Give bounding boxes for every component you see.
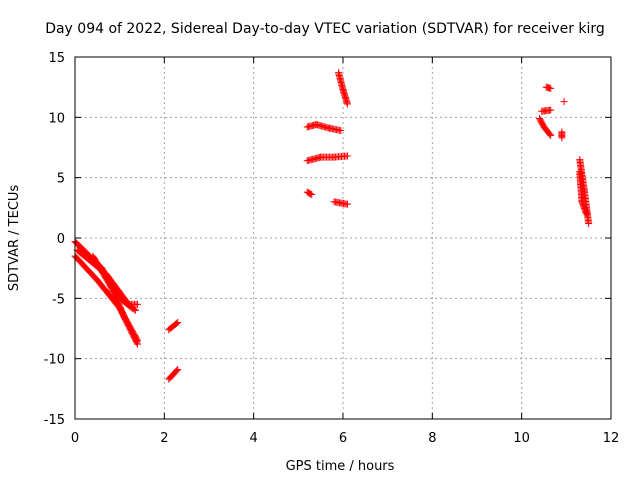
- data-point: [546, 130, 554, 138]
- data-point: [337, 127, 345, 135]
- data-point: [173, 319, 181, 327]
- y-tick-label: 10: [48, 111, 65, 126]
- data-point: [173, 367, 181, 375]
- x-tick-label: 4: [250, 431, 258, 446]
- data-point: [582, 210, 590, 218]
- data-point: [131, 306, 139, 314]
- x-tick-label: 10: [513, 431, 530, 446]
- data-point: [547, 131, 555, 139]
- y-tick-label: 0: [57, 232, 65, 247]
- data-point: [343, 200, 351, 208]
- data-point: [307, 190, 315, 198]
- data-point: [560, 98, 568, 106]
- y-tick-label: 15: [48, 51, 65, 66]
- y-tick-label: -15: [44, 413, 65, 428]
- y-tick-label: -5: [52, 292, 65, 307]
- y-tick-label: -10: [44, 353, 65, 368]
- x-axis-label: GPS time / hours: [286, 459, 395, 474]
- data-point: [174, 366, 182, 374]
- gridlines: [75, 57, 611, 419]
- y-axis-label: SDTVAR / TECUs: [7, 185, 22, 292]
- y-tick-label: 5: [57, 172, 65, 187]
- data-markers: [71, 69, 593, 383]
- data-point: [547, 84, 555, 92]
- x-tick-label: 2: [160, 431, 168, 446]
- x-tick-label: 6: [339, 431, 347, 446]
- data-point: [585, 220, 593, 228]
- chart-title: Day 094 of 2022, Sidereal Day-to-day VTE…: [45, 21, 605, 37]
- data-point: [343, 100, 351, 108]
- axis-ticks: 0 2 4 6 8 10 12 -15 -10 -5 0 5 10 15: [44, 51, 620, 446]
- x-tick-label: 8: [428, 431, 436, 446]
- data-point: [174, 318, 182, 326]
- data-point: [547, 106, 555, 114]
- x-tick-label: 12: [603, 431, 620, 446]
- data-point: [134, 300, 142, 308]
- data-point: [558, 134, 566, 142]
- x-tick-label: 0: [71, 431, 79, 446]
- data-point: [133, 335, 141, 343]
- data-point: [343, 152, 351, 160]
- data-point: [134, 337, 142, 345]
- data-point: [308, 191, 316, 199]
